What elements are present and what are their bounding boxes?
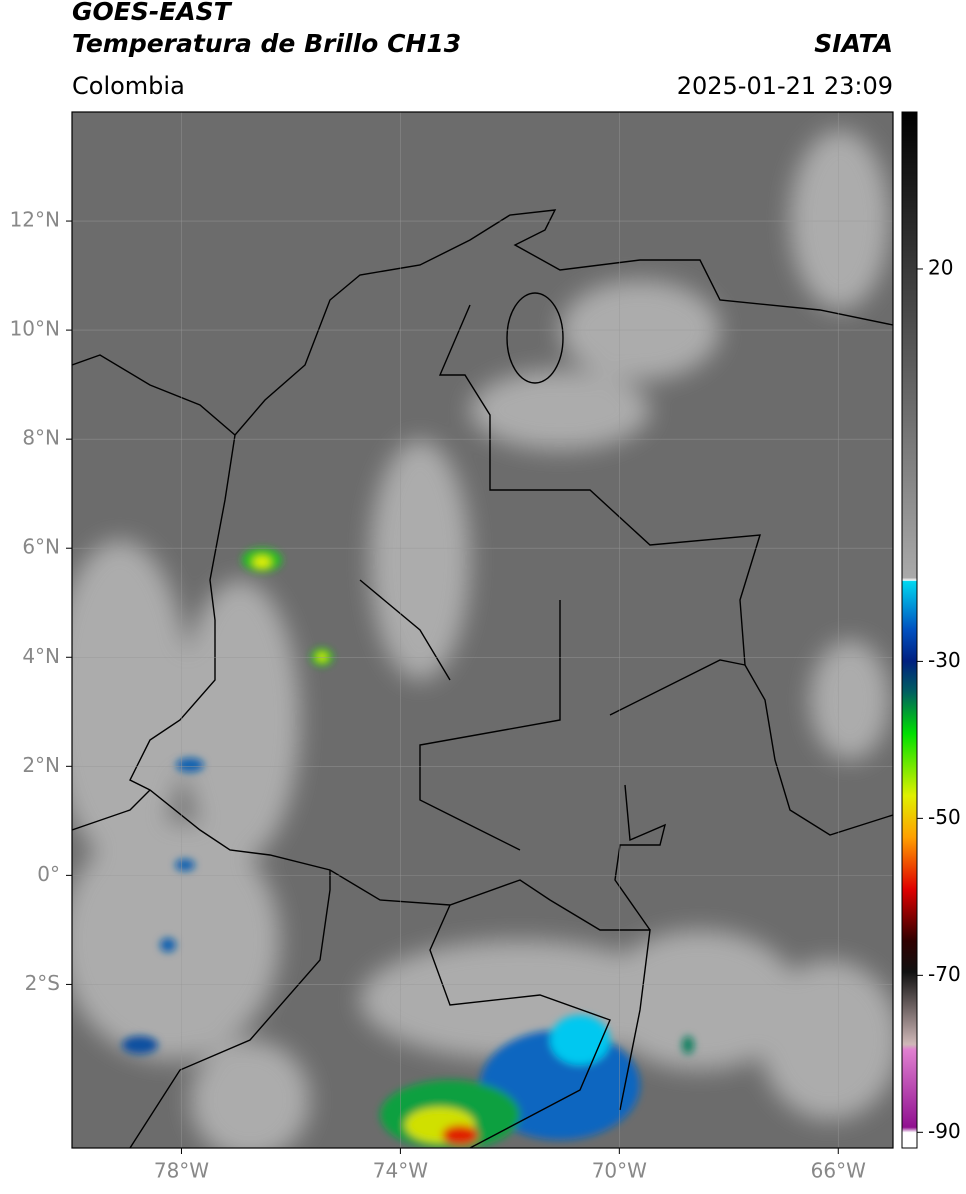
source: SIATA xyxy=(814,29,893,58)
colorbar xyxy=(901,111,918,1149)
lon-tick-label: 70°W xyxy=(592,1159,647,1183)
region: Colombia xyxy=(72,72,185,100)
lat-tick-label: 4°N xyxy=(22,644,60,668)
title: GOES-EAST xyxy=(72,0,233,26)
timestamp: 2025-01-21 23:09 xyxy=(677,72,893,100)
colorbar-tick-label: -90 xyxy=(928,1119,961,1143)
colorbar-tick-label: -50 xyxy=(928,805,961,829)
lon-tick-label: 78°W xyxy=(154,1159,209,1183)
graticule xyxy=(72,112,893,1148)
lat-tick-label: 8°N xyxy=(22,426,60,450)
lat-tick-label: 2°S xyxy=(25,971,60,995)
subtitle: Temperatura de Brillo CH13 xyxy=(72,29,461,58)
lon-tick-label: 66°W xyxy=(811,1159,866,1183)
lat-tick-label: 12°N xyxy=(10,208,60,232)
lat-tick-label: 0° xyxy=(37,862,60,886)
lat-tick-label: 2°N xyxy=(22,753,60,777)
lat-tick-label: 6°N xyxy=(22,535,60,559)
colorbar-tick-label: -70 xyxy=(928,962,961,986)
lat-tick-label: 10°N xyxy=(10,317,60,341)
colorbar-tick-label: -30 xyxy=(928,648,961,672)
satellite-image xyxy=(72,112,893,1148)
lon-tick-label: 74°W xyxy=(373,1159,428,1183)
colorbar-tick-label: 20 xyxy=(928,255,953,279)
map-frame xyxy=(71,111,894,1149)
